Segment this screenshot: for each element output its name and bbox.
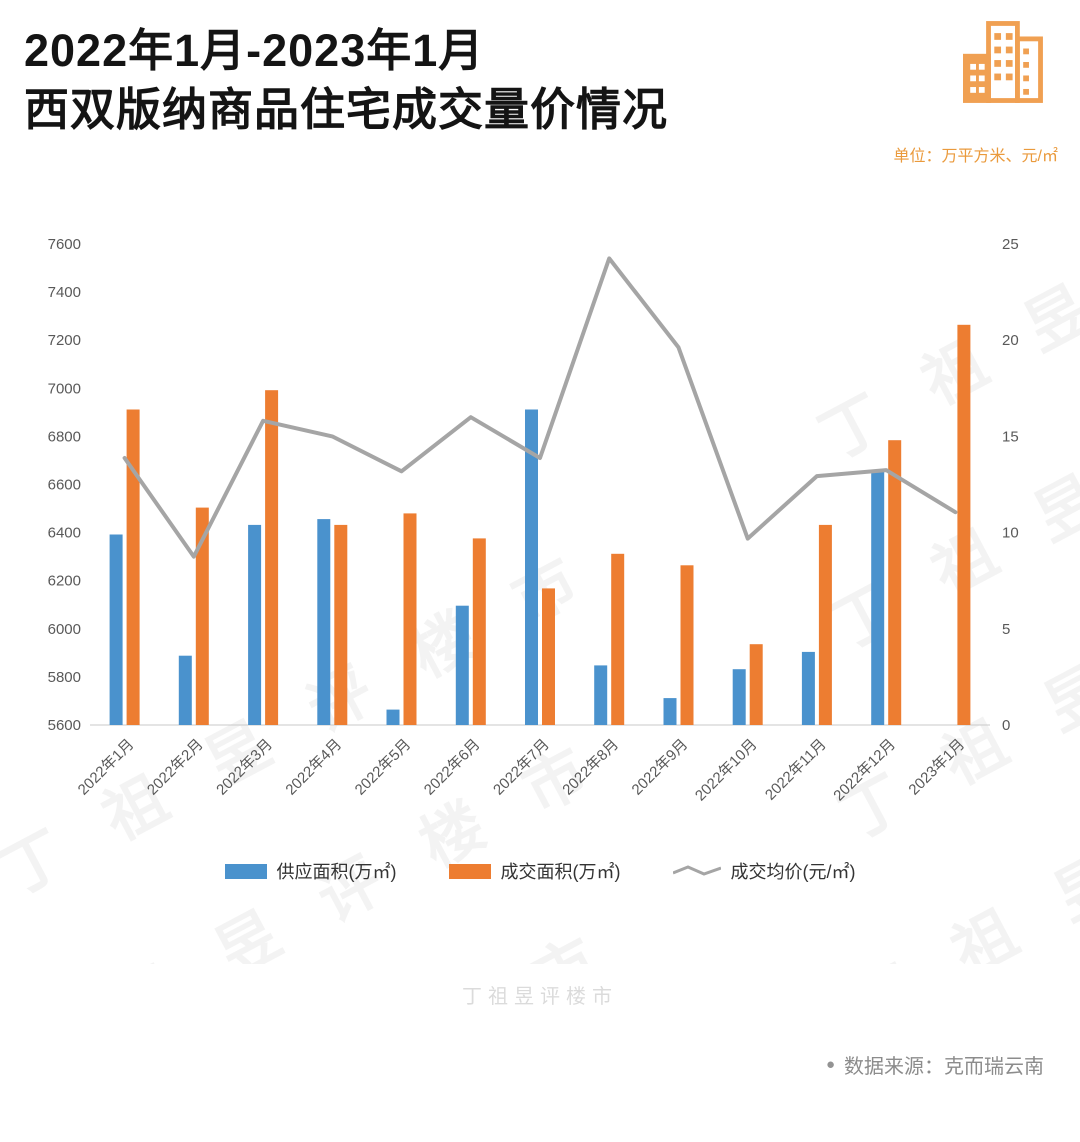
bar xyxy=(957,324,971,725)
svg-text:5: 5 xyxy=(1002,621,1010,638)
bar xyxy=(109,534,123,725)
page-title: 2022年1月-2023年1月 西双版纳商品住宅成交量价情况 xyxy=(24,22,668,139)
page-title-line1: 2022年1月-2023年1月 xyxy=(24,25,485,76)
bar xyxy=(542,588,555,725)
svg-text:2022年6月: 2022年6月 xyxy=(421,736,484,799)
axis-tick-labels: 5600 5800 6000 6200 6400 6600 6800 7000 7200 7400… xyxy=(48,236,1019,734)
legend-label-deal: 成交面积(万㎡) xyxy=(500,862,621,882)
bar xyxy=(195,507,209,725)
svg-text:2022年3月: 2022年3月 xyxy=(213,736,276,799)
legend-item-supply: 供应面积(万㎡) xyxy=(224,858,397,884)
bar xyxy=(386,709,400,725)
bar xyxy=(680,565,694,725)
legend-label-price: 成交均价(元/㎡) xyxy=(730,862,856,882)
legend-item-price: 成交均价(元/㎡) xyxy=(671,858,856,884)
bar xyxy=(265,390,279,725)
bar xyxy=(594,665,608,725)
svg-text:7600: 7600 xyxy=(48,236,81,253)
svg-text:15: 15 xyxy=(1002,428,1019,445)
price-line-swatch xyxy=(671,863,721,879)
svg-text:2022年8月: 2022年8月 xyxy=(559,736,622,799)
svg-text:7200: 7200 xyxy=(48,332,81,349)
svg-text:6600: 6600 xyxy=(48,477,81,494)
footer: ● 数据来源：克而瑞云南 xyxy=(826,1050,1044,1079)
svg-text:2022年2月: 2022年2月 xyxy=(144,736,207,799)
svg-text:2023年1月: 2023年1月 xyxy=(905,736,968,799)
bar xyxy=(871,471,885,725)
svg-text:10: 10 xyxy=(1002,525,1019,542)
svg-text:7400: 7400 xyxy=(48,284,81,301)
svg-text:2022年5月: 2022年5月 xyxy=(352,736,415,799)
svg-text:5600: 5600 xyxy=(48,717,81,734)
chart-area: 丁祖昱评楼市 丁祖昱评楼市 丁祖昱评楼市 丁祖昱评楼市 丁祖昱评楼市 丁祖昱评楼… xyxy=(0,144,1080,964)
price-line xyxy=(122,256,958,559)
svg-text:2022年12月: 2022年12月 xyxy=(830,736,899,805)
deal-swatch xyxy=(448,863,491,879)
legend-item-deal: 成交面积(万㎡) xyxy=(448,858,621,884)
svg-text:25: 25 xyxy=(1002,236,1019,253)
bar xyxy=(334,524,348,725)
data-source-text: 数据来源：克而瑞云南 xyxy=(844,1056,1044,1078)
bar xyxy=(525,409,538,725)
svg-text:6200: 6200 xyxy=(48,573,81,590)
bar xyxy=(455,605,469,725)
bar xyxy=(248,524,262,725)
bar xyxy=(663,698,677,725)
svg-text:2022年10月: 2022年10月 xyxy=(692,736,761,805)
bar xyxy=(888,440,902,725)
bar xyxy=(403,513,417,725)
unit-label: 单位：万平方米、元/㎡ xyxy=(893,148,1058,165)
bar xyxy=(801,651,815,725)
combo-chart: 5600 5800 6000 6200 6400 6600 6800 7000 7200 7400… xyxy=(48,236,1019,805)
x-axis-labels: 2022年1月 2022年2月 2022年3月 2022年4月 2022年5月 2022年… xyxy=(75,736,969,805)
svg-text:5800: 5800 xyxy=(48,669,81,686)
bar xyxy=(472,538,486,725)
bar xyxy=(611,553,625,725)
supply-swatch xyxy=(224,863,267,879)
svg-text:2022年9月: 2022年9月 xyxy=(629,736,692,799)
bar xyxy=(818,524,832,725)
bullet-icon: ● xyxy=(825,1056,835,1073)
bar-series-1 xyxy=(126,324,971,725)
chart-legend: 供应面积(万㎡) 成交面积(万㎡) 成交均价(元/㎡) xyxy=(0,858,1080,884)
svg-text:2022年7月: 2022年7月 xyxy=(490,736,553,799)
bar xyxy=(126,409,140,725)
svg-text:6400: 6400 xyxy=(48,525,81,542)
svg-text:6800: 6800 xyxy=(48,428,81,445)
bar xyxy=(317,519,331,725)
building-icon xyxy=(950,10,1054,119)
bar xyxy=(178,655,192,725)
bar xyxy=(749,644,763,725)
svg-text:0: 0 xyxy=(1002,717,1010,734)
faint-watermark-text: 丁祖昱评楼市 xyxy=(462,986,618,1008)
svg-text:20: 20 xyxy=(1002,332,1019,349)
page-title-line2: 西双版纳商品住宅成交量价情况 xyxy=(24,83,669,135)
legend-label-supply: 供应面积(万㎡) xyxy=(276,862,397,882)
bar xyxy=(732,669,746,725)
svg-text:2022年1月: 2022年1月 xyxy=(75,736,138,799)
svg-text:6000: 6000 xyxy=(48,621,81,638)
svg-text:2022年4月: 2022年4月 xyxy=(282,736,345,799)
bar-series-0 xyxy=(109,409,885,725)
svg-text:7000: 7000 xyxy=(48,380,81,397)
svg-text:2022年11月: 2022年11月 xyxy=(762,736,830,804)
